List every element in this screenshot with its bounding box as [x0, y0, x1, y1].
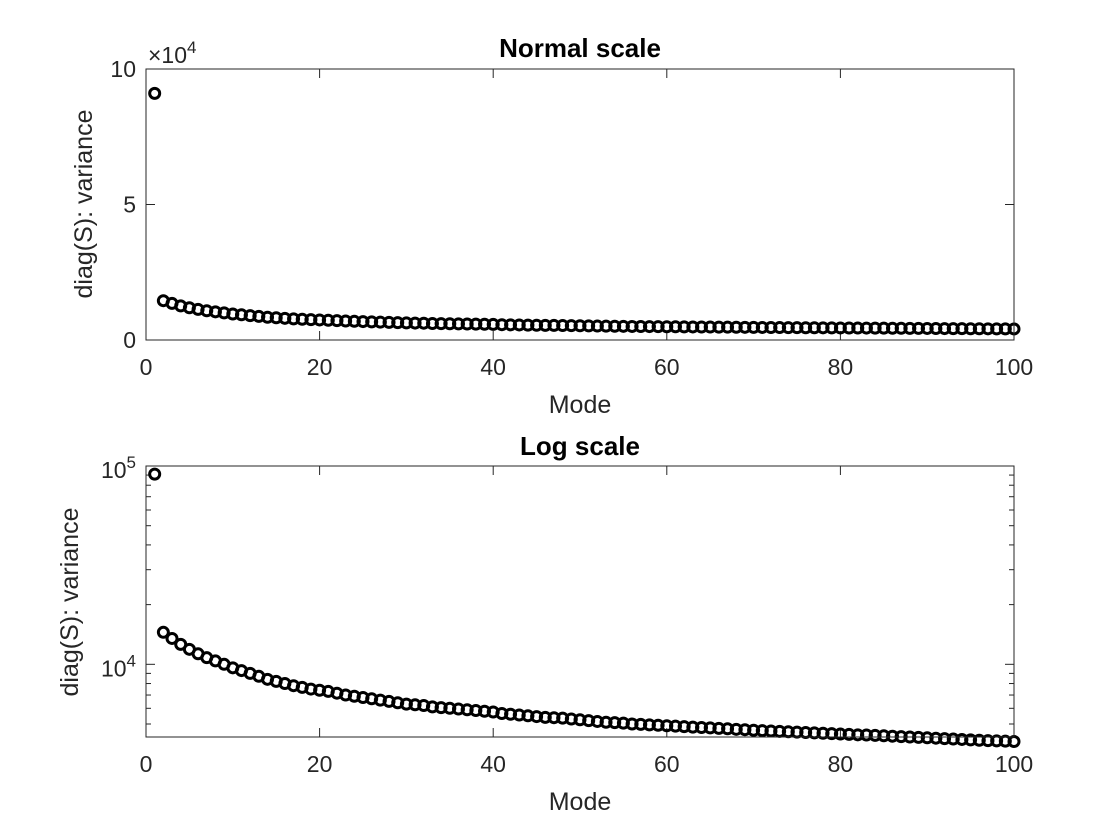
y-axis-label: diag(S): variance [70, 110, 98, 299]
x-tick-label: 80 [828, 354, 854, 380]
plot-frame [145, 68, 1015, 341]
y-tick-label: 10 [110, 56, 136, 82]
normal-scale-panel: Normal scale Mode diag(S): variance ×104… [70, 33, 1033, 419]
data-point [148, 86, 162, 100]
data-point [1007, 735, 1021, 749]
chart-title: Log scale [520, 431, 640, 461]
x-tick-label: 60 [654, 354, 680, 380]
markers-group [148, 467, 1021, 749]
x-tick-label: 0 [140, 751, 153, 777]
x-tick-label: 40 [480, 751, 506, 777]
y-tick-label: 104 [101, 651, 136, 681]
x-tick-label: 80 [828, 751, 854, 777]
x-tick-label: 100 [995, 751, 1033, 777]
y-tick-label: 0 [123, 327, 136, 353]
data-point [165, 631, 179, 645]
x-tick-label: 100 [995, 354, 1033, 380]
data-point [156, 625, 170, 639]
y-exponent-label: ×104 [148, 38, 196, 68]
chart-title: Normal scale [499, 33, 661, 63]
x-axis-label: Mode [549, 788, 612, 816]
log-scale-panel: Log scale Mode diag(S): variance 0 20 40 60… [56, 431, 1033, 816]
y-tick-label: 105 [101, 453, 136, 483]
x-tick-label: 20 [307, 354, 333, 380]
x-tick-label: 0 [140, 354, 153, 380]
plot-frame [145, 465, 1015, 738]
y-tick-label: 5 [123, 192, 136, 218]
x-tick-label: 40 [480, 354, 506, 380]
x-tick-label: 60 [654, 751, 680, 777]
data-point [148, 467, 162, 481]
x-axis-label: Mode [549, 391, 612, 419]
markers-group [148, 86, 1021, 336]
y-axis-label: diag(S): variance [56, 508, 84, 697]
x-tick-label: 20 [307, 751, 333, 777]
ticks-group: 0 20 40 60 80 100 0 5 10 [110, 56, 1033, 380]
ticks-group: 0 20 40 60 80 100 104 105 [101, 453, 1033, 777]
